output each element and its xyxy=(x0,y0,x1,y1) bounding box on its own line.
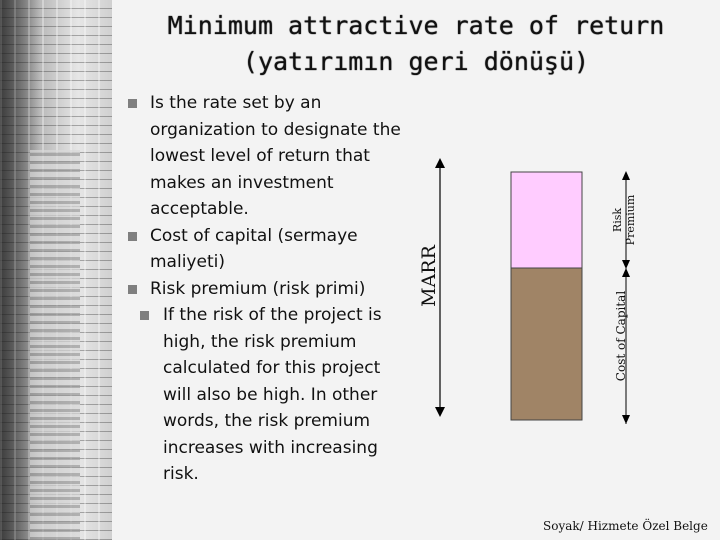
square-bullet-icon xyxy=(128,284,137,294)
bullet-item-risk-premium: Risk premium (risk primi) xyxy=(128,276,408,303)
bullet-item-marr-definition: Is the rate set by an organization to de… xyxy=(128,90,408,223)
bullet-item-cost-of-capital: Cost of capital (sermaye maliyeti) xyxy=(128,223,408,276)
slide-title: Minimum attractive rate of return (yatır… xyxy=(112,8,720,80)
square-bullet-icon xyxy=(128,99,137,108)
title-line-2: (yatırımın geri dönüşü) xyxy=(242,47,590,76)
bullet-list: Is the rate set by an organization to de… xyxy=(128,90,408,488)
bullet-text: Risk premium (risk primi) xyxy=(150,278,366,299)
bullet-text: Cost of capital (sermaye maliyeti) xyxy=(150,225,358,273)
slide-background xyxy=(112,0,720,540)
square-bullet-icon xyxy=(140,311,149,320)
sub-bullet-item-risk-explanation: If the risk of the project is high, the … xyxy=(128,302,408,488)
photo-tower xyxy=(30,150,80,540)
sub-bullet-text: If the risk of the project is high, the … xyxy=(163,305,382,484)
title-line-1: Minimum attractive rate of return xyxy=(167,11,665,40)
building-photo xyxy=(0,0,112,540)
square-bullet-icon xyxy=(128,231,137,241)
bullet-text: Is the rate set by an organization to de… xyxy=(150,93,401,219)
footer-text: Soyak/ Hizmete Özel Belge xyxy=(543,519,708,533)
